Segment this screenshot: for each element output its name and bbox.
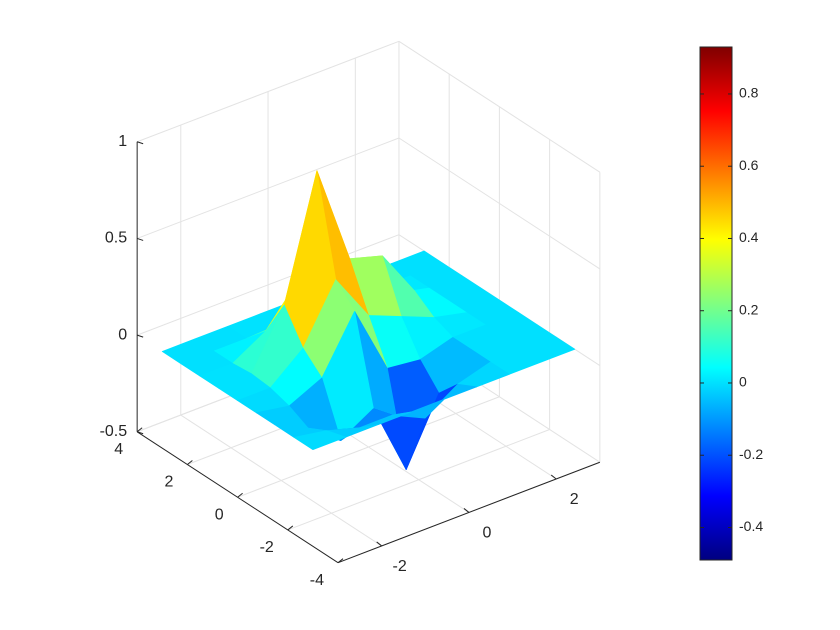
grid-line xyxy=(398,40,601,173)
y-tick-label: 0 xyxy=(215,506,224,523)
z-tick-label: 0 xyxy=(118,326,127,343)
colorbar-tick-label: 0.2 xyxy=(739,301,759,317)
z-tick xyxy=(136,141,144,145)
colorbar-tick-label: 0.4 xyxy=(739,229,759,245)
colorbar-tick-label: 0 xyxy=(739,374,747,390)
colorbar-tick-label: 0.8 xyxy=(739,85,759,101)
x-tick-label: -2 xyxy=(393,558,407,575)
y-tick xyxy=(187,460,193,465)
y-tick xyxy=(337,558,344,564)
colorbar-tick-label: -0.4 xyxy=(739,518,763,534)
y-tick-label: 2 xyxy=(164,474,173,491)
x-tick-label: 0 xyxy=(482,525,491,542)
x-tick xyxy=(376,541,382,547)
y-tick-label: -2 xyxy=(260,539,274,556)
x-tick xyxy=(463,508,470,513)
z-tick-label: 1 xyxy=(118,133,127,150)
surface xyxy=(161,170,576,471)
y-tick-label: 4 xyxy=(114,441,123,458)
y-tick-label: -4 xyxy=(310,572,324,589)
y-tick xyxy=(237,492,243,498)
z-tick xyxy=(136,334,144,338)
grid-line xyxy=(398,137,601,270)
axes: -0.5 0 0.5 1 -4 -2 0 2 4 -2 0 2 xyxy=(100,133,601,589)
y-tick xyxy=(136,427,143,433)
colorbar-tick-label: 0.6 xyxy=(739,157,759,173)
grid-line xyxy=(136,234,400,336)
grid-line xyxy=(237,396,500,498)
z-tick-label: -0.5 xyxy=(100,423,128,440)
grid-line xyxy=(136,40,400,143)
grid-line xyxy=(136,137,400,239)
x-tick xyxy=(550,474,557,480)
colorbar: -0.4 -0.2 0 0.2 0.4 0.6 0.8 xyxy=(699,46,763,561)
surface-patch xyxy=(293,430,347,451)
z-tick xyxy=(136,431,144,435)
colorbar-fill xyxy=(700,47,732,560)
y-tick xyxy=(287,525,294,531)
grid-line xyxy=(287,429,550,531)
colorbar-box xyxy=(699,46,733,561)
z-tick-label: 0.5 xyxy=(105,230,127,247)
colorbar-tick-label: -0.2 xyxy=(739,446,763,462)
x-tick-label: 2 xyxy=(570,491,579,508)
z-tick xyxy=(136,237,144,241)
